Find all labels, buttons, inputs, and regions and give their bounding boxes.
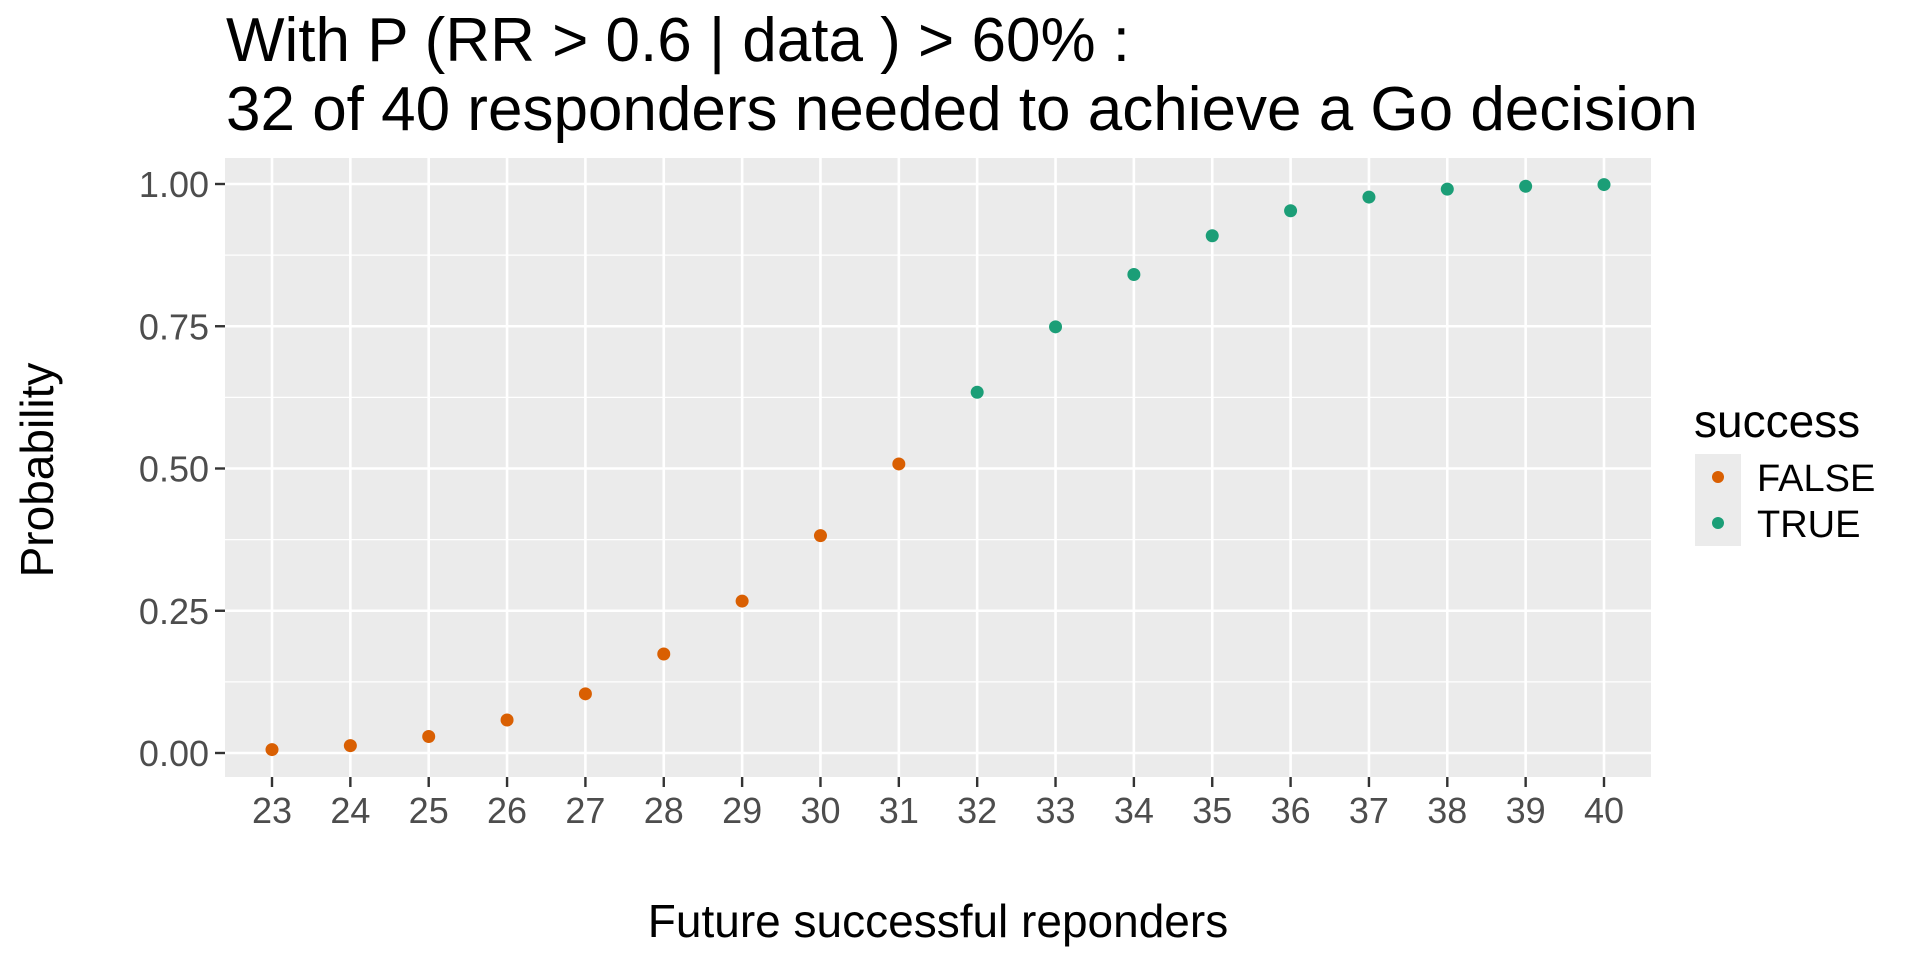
x-tick-label: 23 bbox=[252, 790, 292, 831]
legend-key-false bbox=[1695, 454, 1741, 500]
y-axis-title: Probability bbox=[11, 362, 63, 578]
x-tick-label: 27 bbox=[565, 790, 605, 831]
x-tick-label: 31 bbox=[879, 790, 919, 831]
x-tick-label: 32 bbox=[957, 790, 997, 831]
minor-gridlines bbox=[225, 254, 1651, 683]
x-tick-label: 29 bbox=[722, 790, 762, 831]
data-point-true bbox=[970, 385, 984, 399]
data-point-false bbox=[422, 729, 436, 743]
data-points bbox=[265, 178, 1611, 757]
x-tick-label: 37 bbox=[1349, 790, 1389, 831]
y-axis-ticks: 0.00 0.25 0.50 0.75 1.00 bbox=[139, 164, 225, 774]
x-tick-label: 35 bbox=[1192, 790, 1232, 831]
x-tick-label: 28 bbox=[644, 790, 684, 831]
x-tick-label: 33 bbox=[1036, 790, 1076, 831]
legend-title: success bbox=[1694, 395, 1861, 447]
data-point-false bbox=[657, 647, 671, 661]
x-tick-label: 26 bbox=[487, 790, 527, 831]
data-point-true bbox=[1127, 267, 1141, 281]
true-point-icon bbox=[1712, 517, 1724, 529]
data-point-true bbox=[1362, 190, 1376, 204]
x-tick-label: 40 bbox=[1584, 790, 1624, 831]
data-point-true bbox=[1284, 204, 1298, 218]
x-tick-label: 39 bbox=[1506, 790, 1546, 831]
chart-title-line-2: 32 of 40 responders needed to achieve a … bbox=[226, 75, 1698, 144]
y-tick-label: 0.75 bbox=[139, 306, 209, 347]
major-gridlines bbox=[225, 158, 1651, 777]
x-tick-label: 30 bbox=[800, 790, 840, 831]
x-tick-label: 34 bbox=[1114, 790, 1154, 831]
data-point-true bbox=[1205, 229, 1219, 243]
data-point-true bbox=[1049, 320, 1063, 334]
data-point-false bbox=[343, 739, 357, 753]
data-point-false bbox=[892, 457, 906, 471]
legend-key-true bbox=[1695, 500, 1741, 546]
legend-label-false: FALSE bbox=[1757, 458, 1876, 500]
y-tick-label: 0.00 bbox=[139, 733, 209, 774]
data-point-true bbox=[1440, 182, 1454, 196]
y-tick-label: 1.00 bbox=[139, 164, 209, 205]
legend-label-true: TRUE bbox=[1757, 504, 1861, 546]
data-point-true bbox=[1597, 178, 1611, 192]
data-point-false bbox=[735, 594, 749, 608]
x-axis-ticks: 23 24 25 26 27 28 29 30 31 32 33 34 35 36 37 38 39 40 bbox=[252, 777, 1624, 831]
data-point-false bbox=[578, 687, 592, 701]
x-tick-label: 25 bbox=[409, 790, 449, 831]
y-tick-label: 0.25 bbox=[139, 591, 209, 632]
data-point-false bbox=[813, 529, 827, 543]
x-tick-label: 38 bbox=[1427, 790, 1467, 831]
data-point-true bbox=[1519, 179, 1533, 193]
x-tick-label: 24 bbox=[330, 790, 370, 831]
data-point-false bbox=[265, 743, 279, 757]
y-tick-label: 0.50 bbox=[139, 449, 209, 490]
x-axis-title: Future successful reponders bbox=[647, 895, 1229, 947]
false-point-icon bbox=[1712, 471, 1724, 483]
data-point-false bbox=[500, 713, 514, 727]
chart-title-line-1: With P (RR > 0.6 | data ) > 60% : bbox=[226, 6, 1131, 75]
x-tick-label: 36 bbox=[1271, 790, 1311, 831]
